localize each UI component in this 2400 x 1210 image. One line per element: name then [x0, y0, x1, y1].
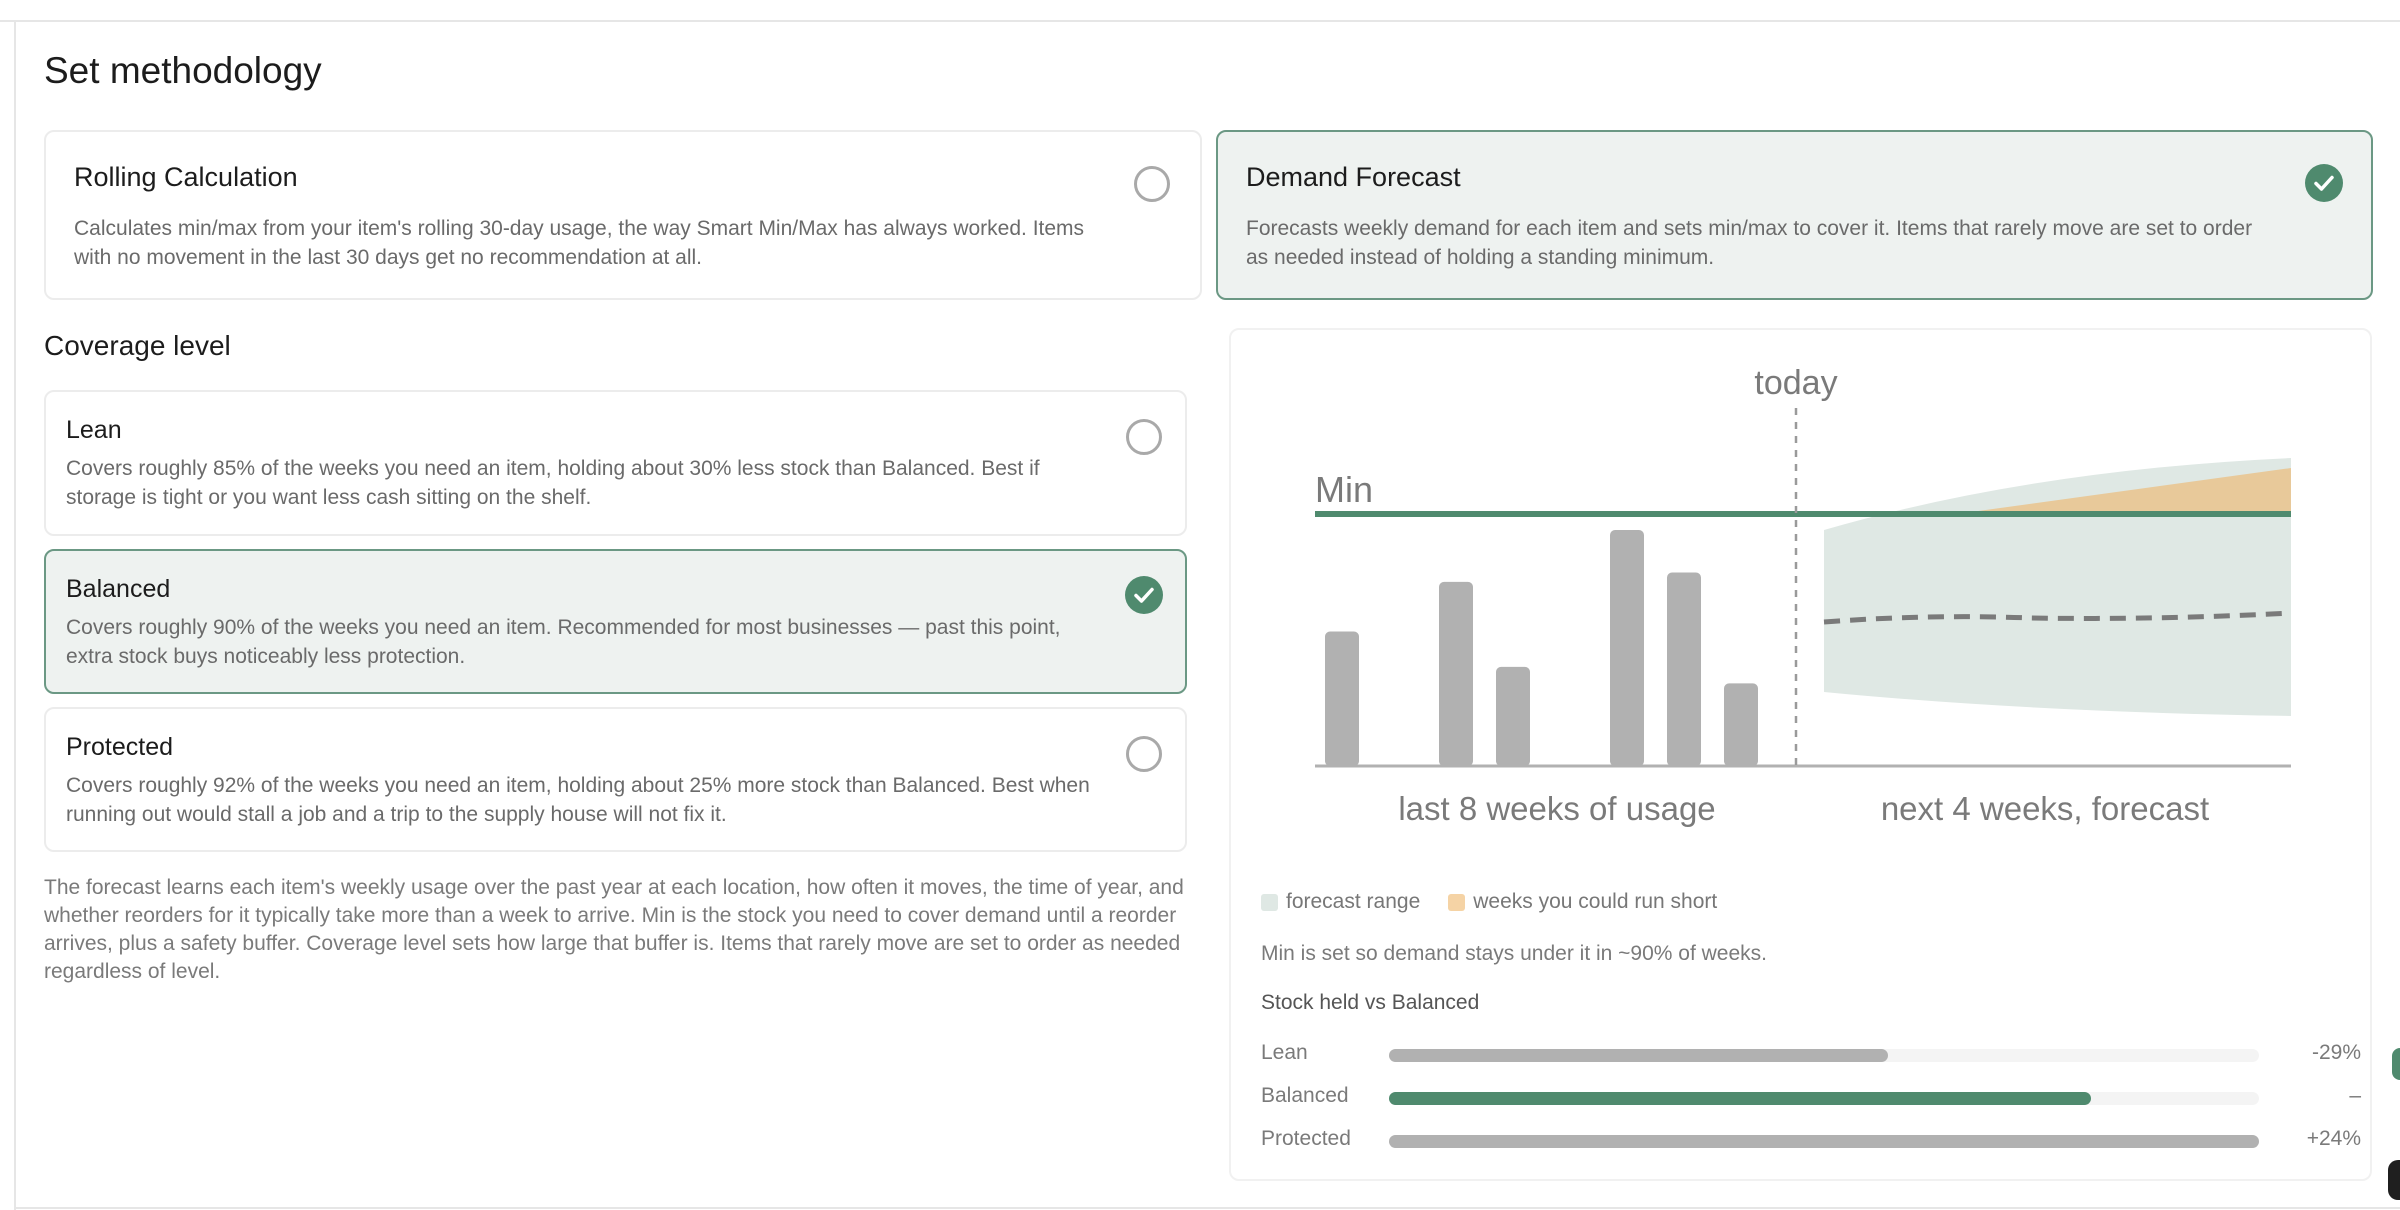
- methodology-option-title: Rolling Calculation: [74, 162, 298, 192]
- radio-unselected-icon[interactable]: [1134, 166, 1170, 202]
- edge-chat-launcher[interactable]: [2388, 1160, 2400, 1200]
- stock-bar-fill: [1389, 1092, 2092, 1105]
- history-bar-week-7: [1667, 572, 1701, 766]
- page-title: Set methodology: [44, 50, 322, 91]
- edge-widget-tab[interactable]: [2392, 1048, 2400, 1080]
- stock-bar-track: [1389, 1135, 2259, 1148]
- left-divider: [14, 22, 16, 1210]
- chart-legend: forecast range weeks you could run short: [1261, 890, 1745, 914]
- stock-bar-value: +24%: [2306, 1127, 2361, 1150]
- forecast-axis-label: next 4 weeks, forecast: [1881, 790, 2209, 827]
- legend-label: forecast range: [1286, 890, 1421, 913]
- legend-label: weeks you could run short: [1473, 890, 1718, 913]
- forecast-range-band: [1824, 458, 2291, 716]
- stock-bar-label: Lean: [1261, 1041, 1308, 1064]
- legend-item-forecast-range: forecast range: [1261, 890, 1420, 914]
- history-bar-week-8: [1724, 683, 1758, 766]
- radio-unselected-icon[interactable]: [1126, 419, 1162, 455]
- coverage-option-description: Covers roughly 92% of the weeks you need…: [66, 774, 1090, 826]
- history-bar-week-4: [1496, 666, 1530, 766]
- stock-bar-fill: [1389, 1049, 1888, 1062]
- forecast-line: [1823, 610, 2292, 625]
- legend-item-run-short: weeks you could run short: [1448, 890, 1717, 914]
- methodology-option-title: Demand Forecast: [1246, 162, 1461, 192]
- coverage-option-title: Protected: [66, 733, 174, 761]
- stock-bar-lean: Lean -29%: [1261, 1039, 2361, 1069]
- stock-held-heading: Stock held vs Balanced: [1261, 991, 1480, 1014]
- legend-swatch: [1448, 893, 1466, 911]
- history-bar-week-3: [1439, 581, 1473, 766]
- stock-bar-protected: Protected +24%: [1261, 1125, 2361, 1155]
- stock-bar-value: –: [2349, 1084, 2361, 1107]
- coverage-option-protected[interactable]: Protected Covers roughly 92% of the week…: [44, 707, 1187, 852]
- coverage-option-balanced[interactable]: Balanced Covers roughly 90% of the weeks…: [44, 549, 1187, 694]
- min-line-label: Min: [1315, 469, 1373, 510]
- stock-bar-label: Balanced: [1261, 1084, 1349, 1107]
- methodology-option-description: Forecasts weekly demand for each item an…: [1246, 217, 2253, 269]
- coverage-level-heading: Coverage level: [44, 330, 231, 361]
- today-label: today: [1754, 364, 1837, 402]
- bottom-divider: [14, 1207, 2400, 1209]
- coverage-option-title: Balanced: [66, 575, 171, 603]
- stock-bar-balanced: Balanced –: [1261, 1082, 2361, 1112]
- radio-unselected-icon[interactable]: [1126, 736, 1162, 772]
- stock-bar-value: -29%: [2311, 1041, 2361, 1064]
- min-note: Min is set so demand stays under it in ~…: [1261, 942, 1767, 965]
- stock-bar-label: Protected: [1261, 1127, 1351, 1150]
- stock-bar-fill: [1389, 1135, 2259, 1148]
- coverage-option-description: Covers roughly 85% of the weeks you need…: [66, 457, 1040, 509]
- history-axis-label: last 8 weeks of usage: [1398, 790, 1715, 827]
- checkmark-circle-icon[interactable]: [2305, 164, 2343, 202]
- checkmark-circle-icon[interactable]: [1125, 576, 1163, 614]
- forecast-chart-card: today Min last 8 weeks of usage next 4 w…: [1229, 328, 2372, 1181]
- history-bar-week-6: [1610, 530, 1644, 766]
- coverage-option-lean[interactable]: Lean Covers roughly 85% of the weeks you…: [44, 390, 1187, 536]
- coverage-option-description: Covers roughly 90% of the weeks you need…: [66, 616, 1061, 668]
- run-short-area: [1971, 468, 2291, 512]
- methodology-option-rolling-calculation[interactable]: Rolling Calculation Calculates min/max f…: [44, 130, 1202, 300]
- coverage-option-title: Lean: [66, 416, 122, 444]
- top-divider: [0, 0, 2400, 22]
- methodology-footnote: The forecast learns each item's weekly u…: [44, 876, 1184, 983]
- history-bar-week-1: [1325, 631, 1359, 766]
- stock-bar-track: [1389, 1092, 2259, 1105]
- methodology-option-description: Calculates min/max from your item's roll…: [74, 217, 1085, 269]
- methodology-option-demand-forecast[interactable]: Demand Forecast Forecasts weekly demand …: [1216, 130, 2373, 300]
- stock-bar-track: [1389, 1049, 2259, 1062]
- legend-swatch: [1261, 893, 1278, 911]
- forecast-chart: today Min last 8 weeks of usage next 4 w…: [1315, 364, 2292, 827]
